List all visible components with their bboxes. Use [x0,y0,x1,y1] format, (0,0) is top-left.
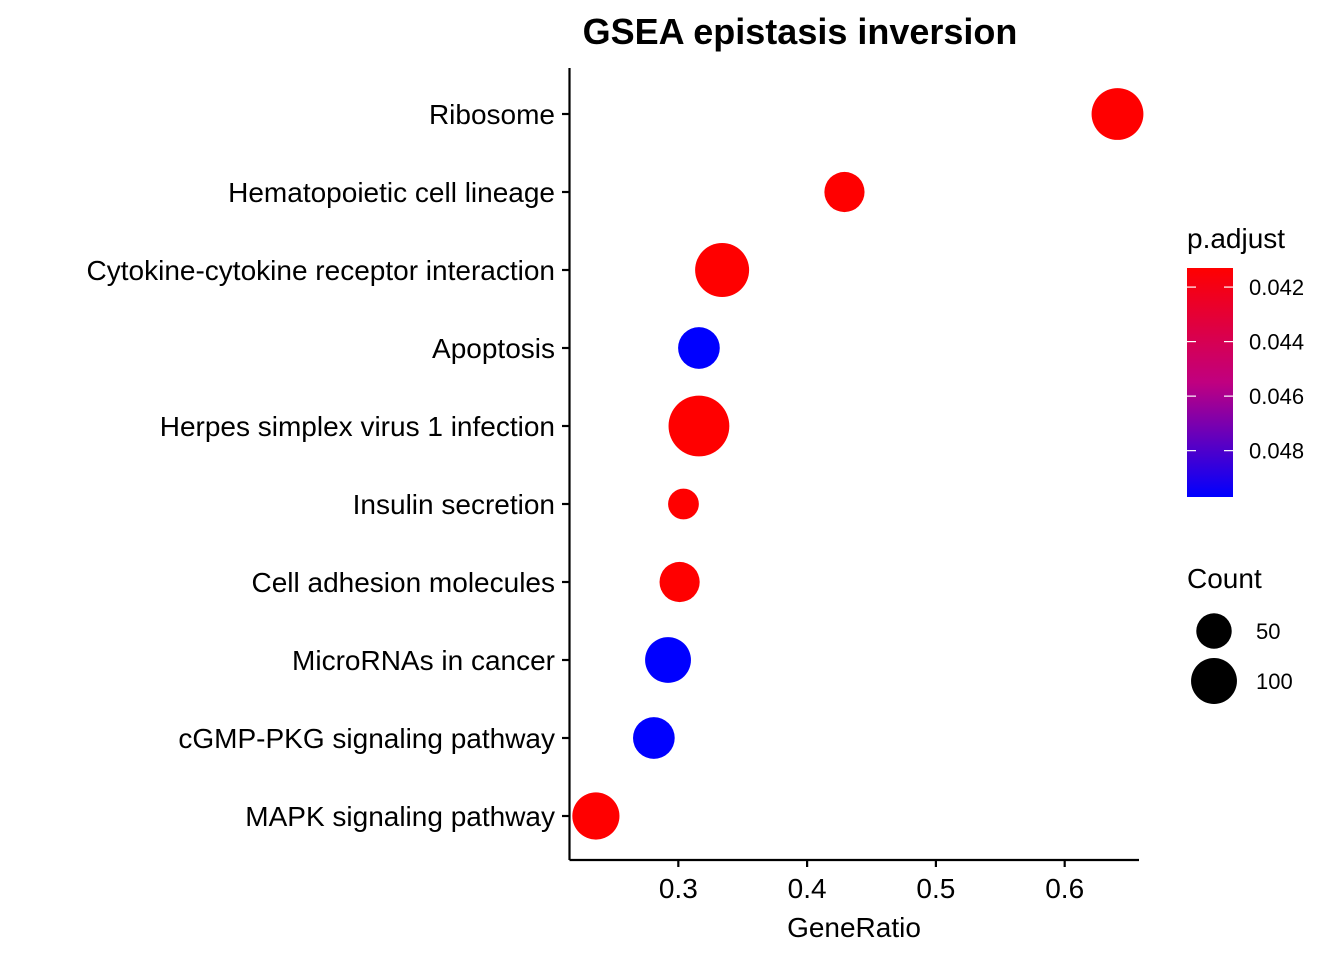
data-point [645,637,691,683]
data-points [572,88,1144,840]
color-legend-title: p.adjust [1187,223,1285,254]
x-tick-label: 0.5 [916,873,955,904]
size-legend-key [1196,613,1232,649]
y-axis-labels: Ribosome Hematopoietic cell lineage Cytoki… [87,99,555,832]
data-point [668,395,730,457]
data-point [668,488,699,520]
x-axis-title: GeneRatio [787,912,921,943]
data-point [824,171,865,213]
y-tick-label: Apoptosis [432,333,555,364]
size-legend-key [1191,658,1237,704]
y-tick-label: MicroRNAs in cancer [292,645,555,676]
x-tick-label: 0.6 [1045,873,1084,904]
size-legend-keys: 50 100 [1191,613,1293,704]
x-tick-label: 0.3 [659,873,698,904]
data-point [1091,88,1144,140]
y-tick-label: Ribosome [429,99,555,130]
size-legend-label: 50 [1256,619,1280,644]
y-axis-ticks [562,112,570,818]
color-legend-label: 0.046 [1249,384,1304,409]
data-point [572,792,620,840]
y-tick-label: Herpes simplex virus 1 infection [160,411,555,442]
y-tick-label: Insulin secretion [353,489,555,520]
data-point [695,243,750,297]
data-point [678,327,720,369]
data-point [633,717,675,759]
x-tick-label: 0.4 [788,873,827,904]
color-legend: p.adjust 0.042 0.044 0.046 0.048 [1187,223,1304,497]
color-legend-ticks: 0.042 0.044 0.046 0.048 [1187,275,1304,464]
color-legend-bar [1187,268,1233,497]
color-legend-label: 0.048 [1249,439,1304,464]
data-point [659,561,700,603]
y-tick-label: Cell adhesion molecules [251,567,555,598]
y-tick-label: cGMP-PKG signaling pathway [178,723,555,754]
size-legend-title: Count [1187,563,1262,594]
y-tick-label: Cytokine-cytokine receptor interaction [87,255,555,286]
y-tick-label: Hematopoietic cell lineage [228,177,555,208]
y-tick-label: MAPK signaling pathway [245,801,555,832]
color-legend-label: 0.042 [1249,275,1304,300]
x-axis-ticks: 0.3 0.4 0.5 0.6 [659,860,1084,904]
size-legend: Count 50 100 [1187,563,1293,704]
chart-title: GSEA epistasis inversion [583,11,1018,52]
size-legend-label: 100 [1256,669,1293,694]
color-legend-label: 0.044 [1249,330,1304,355]
